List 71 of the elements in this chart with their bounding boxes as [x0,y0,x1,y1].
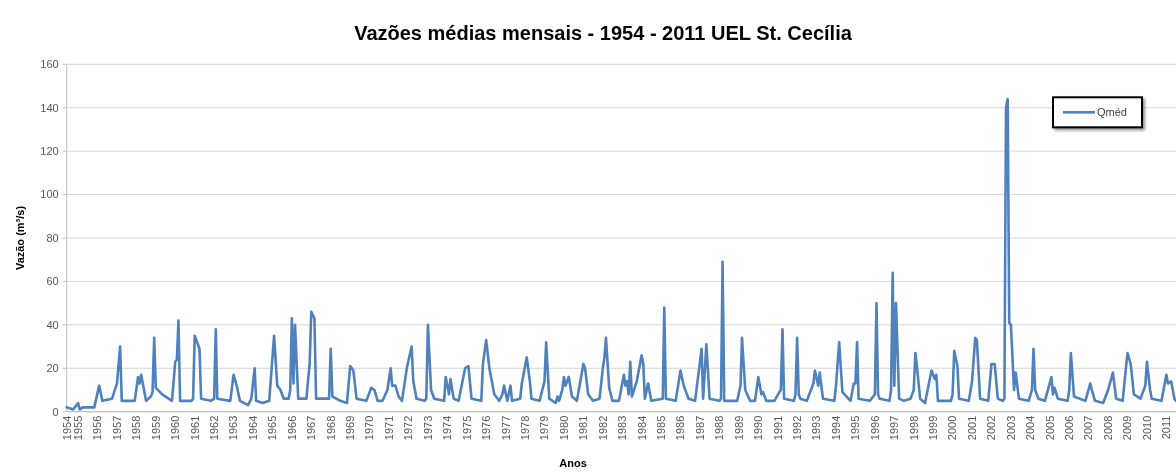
x-tick-label: 2002 [985,415,998,441]
x-tick-label: 2001 [965,415,978,441]
x-tick-label: 1984 [635,415,648,441]
x-tick-label: 2007 [1082,415,1095,441]
x-tick-label: 1972 [402,415,415,441]
y-axis-title: Vazão (m³/s) [13,205,26,271]
x-tick-label: 1975 [460,415,473,441]
x-tick-label: 1956 [91,415,104,441]
x-tick-label: 1995 [849,415,862,441]
x-tick-label: 1959 [149,415,162,441]
x-tick-label: 1960 [169,415,182,441]
x-tick-label: 1983 [616,415,629,441]
x-tick-label: 1961 [188,415,201,441]
y-tick-label: 40 [46,318,59,331]
x-tick-label: 1993 [810,415,823,441]
x-tick-label: 1988 [713,415,726,441]
x-tick-label: 1964 [246,415,259,441]
x-tick-label: 1957 [110,415,123,441]
x-tick-label: 2003 [1004,415,1017,441]
x-tick-label: 1974 [441,415,454,441]
x-tick-label: 1998 [907,415,920,441]
y-tick-label: 160 [40,58,59,71]
x-tick-label: 1976 [480,415,493,441]
x-tick-label: 1991 [771,415,784,441]
x-tick-label: 1977 [499,415,512,441]
x-tick-label: 1980 [557,415,570,441]
y-tick-label: 120 [40,145,59,157]
x-tick-label: 2005 [1043,415,1056,441]
x-tick-label: 1954 [60,415,73,441]
x-tick-label: 1965 [266,415,279,441]
y-tick-label: 60 [46,275,59,288]
x-tick-label: 1955 [71,415,84,441]
x-axis-title: Anos [559,457,587,469]
x-tick-label: 1992 [790,415,803,441]
legend-label: Qméd [1097,106,1127,119]
x-tick-label: 2009 [1121,415,1134,441]
x-tick-label: 1963 [227,415,240,441]
x-tick-label: 1997 [888,415,901,441]
chart-title: Vazões médias mensais - 1954 - 2011 UEL St. Cecília [354,22,853,44]
x-tick-label: 1962 [207,415,220,441]
x-tick-label: 1986 [674,415,687,441]
y-tick-label: 20 [46,362,59,375]
y-tick-label: 0 [52,405,59,418]
x-tick-label: 2000 [946,415,959,441]
x-tick-label: 1989 [732,415,745,441]
x-tick-label: 1985 [654,415,667,441]
x-tick-label: 1958 [130,415,143,441]
x-tick-label: 1994 [829,415,842,441]
x-tick-label: 1967 [305,415,318,441]
x-tick-label: 1982 [596,415,609,441]
x-tick-label: 1973 [421,415,434,441]
x-tick-label: 1996 [868,415,881,441]
x-tick-label: 2004 [1024,415,1037,441]
x-tick-label: 2008 [1101,415,1114,441]
x-tick-label: 1968 [324,415,337,441]
x-tick-label: 1999 [927,415,940,441]
x-tick-label: 1971 [382,415,395,441]
x-tick-label: 1970 [363,415,376,441]
x-tick-label: 2006 [1063,415,1076,441]
x-tick-label: 1990 [752,415,765,441]
y-tick-label: 140 [40,101,59,114]
x-tick-label: 1978 [518,415,531,441]
y-tick-label: 80 [46,231,59,244]
x-tick-label: 1969 [344,415,357,441]
x-tick-label: 2011 [1160,415,1173,440]
y-tick-label: 100 [40,188,59,201]
x-tick-label: 1987 [693,415,706,441]
x-tick-label: 1981 [577,415,590,441]
x-tick-label: 1966 [285,415,298,441]
x-tick-label: 2010 [1140,415,1153,441]
x-tick-label: 1979 [538,415,551,441]
